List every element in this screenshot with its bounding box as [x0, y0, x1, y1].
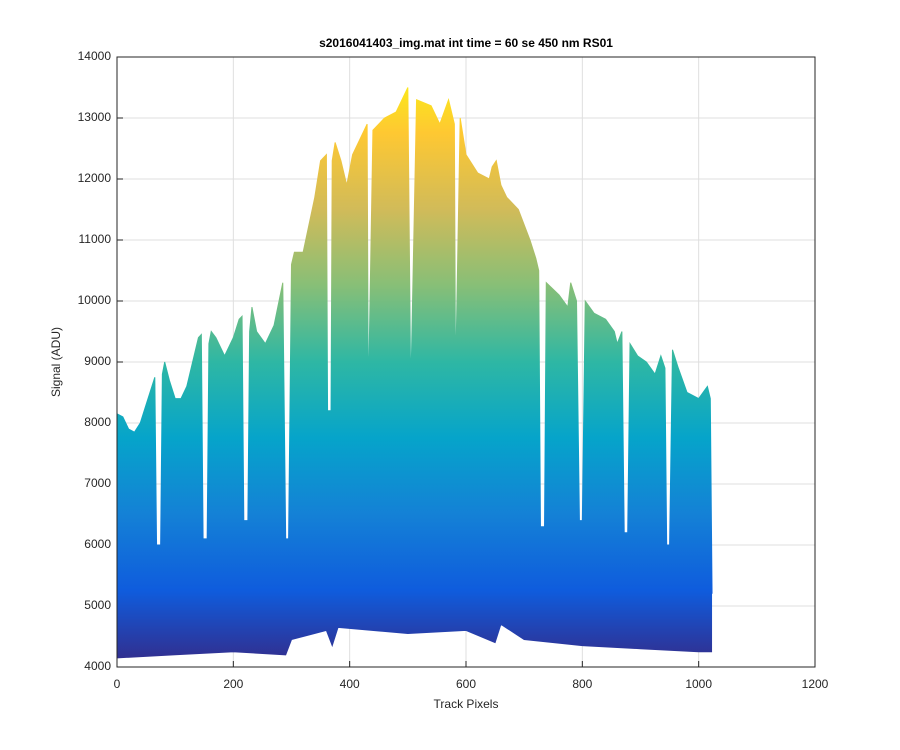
y-tick-label: 12000: [78, 171, 112, 185]
y-tick-label: 9000: [84, 354, 111, 368]
y-tick-label: 11000: [79, 232, 112, 246]
y-tick-label: 5000: [84, 598, 111, 612]
x-tick-label: 1000: [685, 677, 712, 691]
chart-title: s2016041403_img.mat int time = 60 se 450…: [319, 36, 613, 50]
y-tick-label: 6000: [84, 537, 111, 551]
area-fill: [117, 87, 713, 658]
envelope-line: [116, 623, 713, 659]
x-axis-label: Track Pixels: [434, 697, 499, 711]
x-tick-label: 0: [114, 677, 121, 691]
x-tick-label: 600: [456, 677, 476, 691]
y-tick-label: 14000: [78, 49, 112, 63]
x-tick-label: 1200: [802, 677, 829, 691]
x-tick-label: 400: [340, 677, 360, 691]
y-tick-label: 7000: [84, 476, 111, 490]
y-axis-label: Signal (ADU): [49, 327, 63, 397]
envelope-line: [116, 87, 713, 594]
y-tick-label: 8000: [84, 415, 111, 429]
x-tick-label: 800: [572, 677, 592, 691]
x-tick-label: 200: [223, 677, 243, 691]
y-tick-label: 4000: [84, 659, 111, 673]
y-tick-label: 13000: [78, 110, 112, 124]
y-tick-label: 10000: [78, 293, 112, 307]
axes-box: [116, 56, 816, 668]
